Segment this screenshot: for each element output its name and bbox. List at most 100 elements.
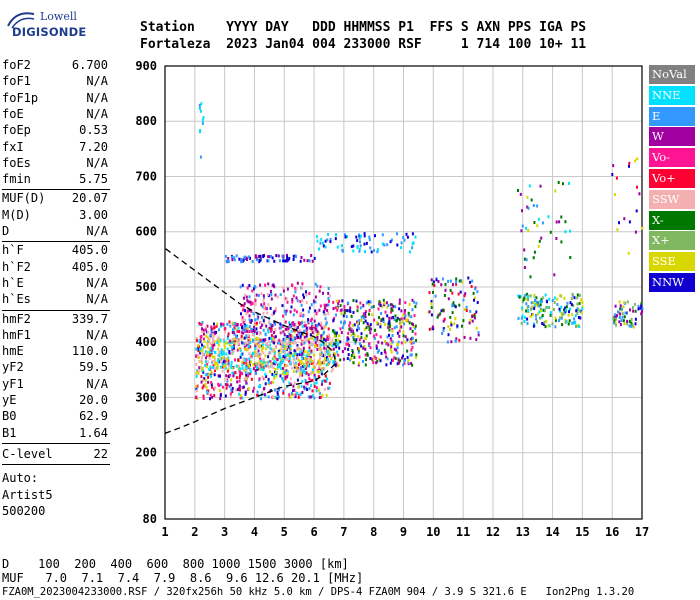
echo-point	[251, 289, 254, 293]
echo-point	[615, 323, 617, 327]
echo-point	[464, 292, 467, 296]
echo-point	[287, 345, 290, 349]
echo-point	[324, 349, 327, 353]
echo-point	[331, 355, 334, 358]
echo-point	[271, 380, 274, 384]
echo-point	[300, 384, 303, 388]
echo-point	[343, 305, 346, 308]
echo-point	[440, 309, 443, 313]
echo-point	[312, 324, 315, 327]
echo-point	[295, 369, 298, 373]
echo-point	[447, 297, 450, 301]
echo-point	[272, 361, 275, 365]
echo-point	[449, 288, 452, 292]
echo-point	[208, 347, 211, 351]
param-row-hmf1: hmF1 N/A	[2, 328, 108, 344]
echo-point	[344, 235, 347, 239]
echo-point	[239, 388, 241, 392]
echo-point	[270, 362, 273, 366]
echo-point	[387, 343, 390, 347]
echo-point	[319, 395, 322, 399]
echo-point	[238, 257, 241, 261]
digisonde-logo: Lowell DIGISONDE	[4, 8, 86, 42]
echo-point	[284, 364, 287, 368]
echo-point	[441, 332, 444, 335]
echo-point	[245, 295, 248, 299]
echo-point	[260, 397, 262, 401]
echo-point	[246, 286, 249, 290]
echo-point	[237, 368, 240, 371]
echo-point	[200, 329, 203, 333]
param-label: yF1	[2, 376, 24, 391]
echo-point	[403, 322, 405, 326]
echo-point	[623, 217, 626, 221]
echo-point	[328, 342, 331, 346]
echo-point	[318, 308, 321, 312]
echo-point	[198, 107, 201, 110]
echo-point	[295, 287, 298, 291]
echo-point	[388, 319, 391, 323]
footer-muf: MUF 7.0 7.1 7.4 7.9 8.6 9.6 12.6 20.1 [M…	[2, 571, 364, 585]
echo-point	[551, 322, 554, 326]
x-tick-label: 3	[221, 525, 228, 539]
echo-point	[444, 288, 447, 292]
echo-point	[197, 353, 200, 357]
echo-point	[195, 339, 198, 343]
echo-point	[262, 294, 265, 298]
echo-point	[244, 328, 247, 332]
echo-point	[365, 334, 368, 338]
echo-point	[225, 352, 228, 356]
echo-point	[236, 348, 239, 352]
echo-point	[328, 349, 331, 353]
echo-point	[223, 364, 226, 368]
echo-point	[402, 313, 405, 317]
echo-point	[229, 395, 232, 399]
echo-point	[358, 346, 361, 350]
echo-point	[475, 338, 478, 342]
echo-point	[368, 325, 371, 329]
echo-point	[554, 319, 557, 323]
echo-point	[533, 305, 536, 309]
echo-point	[245, 312, 248, 316]
echo-point	[461, 324, 463, 328]
echo-point	[390, 303, 392, 307]
param-row-mufd: MUF(D) 20.07	[2, 191, 108, 207]
echo-point	[256, 393, 259, 397]
echo-point	[209, 397, 211, 401]
echo-point	[362, 360, 364, 363]
echo-point	[306, 259, 309, 263]
echo-point	[341, 244, 343, 248]
echo-point	[205, 385, 208, 389]
echo-point	[248, 330, 251, 333]
echo-point	[297, 326, 299, 329]
echo-point	[373, 248, 375, 252]
echo-point	[239, 374, 241, 378]
param-label: foF1	[2, 74, 31, 89]
echo-point	[521, 306, 524, 310]
echo-point	[232, 349, 235, 353]
param-label: yF2	[2, 360, 24, 375]
echo-point	[357, 325, 360, 328]
echo-point	[210, 346, 213, 350]
echo-point	[200, 375, 203, 379]
echo-point	[273, 376, 276, 380]
echo-point	[398, 361, 401, 365]
echo-point	[300, 303, 303, 307]
echo-point	[240, 312, 242, 316]
echo-point	[225, 259, 228, 263]
echo-point	[289, 339, 292, 343]
echo-point	[255, 332, 258, 335]
echo-point	[308, 337, 311, 341]
echo-point	[270, 329, 272, 333]
echo-point	[218, 389, 221, 392]
echo-point	[303, 335, 306, 339]
echo-point	[641, 309, 643, 313]
echo-point	[313, 359, 315, 363]
echo-point	[222, 360, 225, 364]
echo-point	[235, 376, 238, 380]
echo-point	[305, 334, 308, 338]
echo-point	[267, 255, 270, 259]
echo-point	[309, 333, 312, 337]
echo-point	[454, 305, 457, 309]
echo-point	[238, 379, 241, 383]
